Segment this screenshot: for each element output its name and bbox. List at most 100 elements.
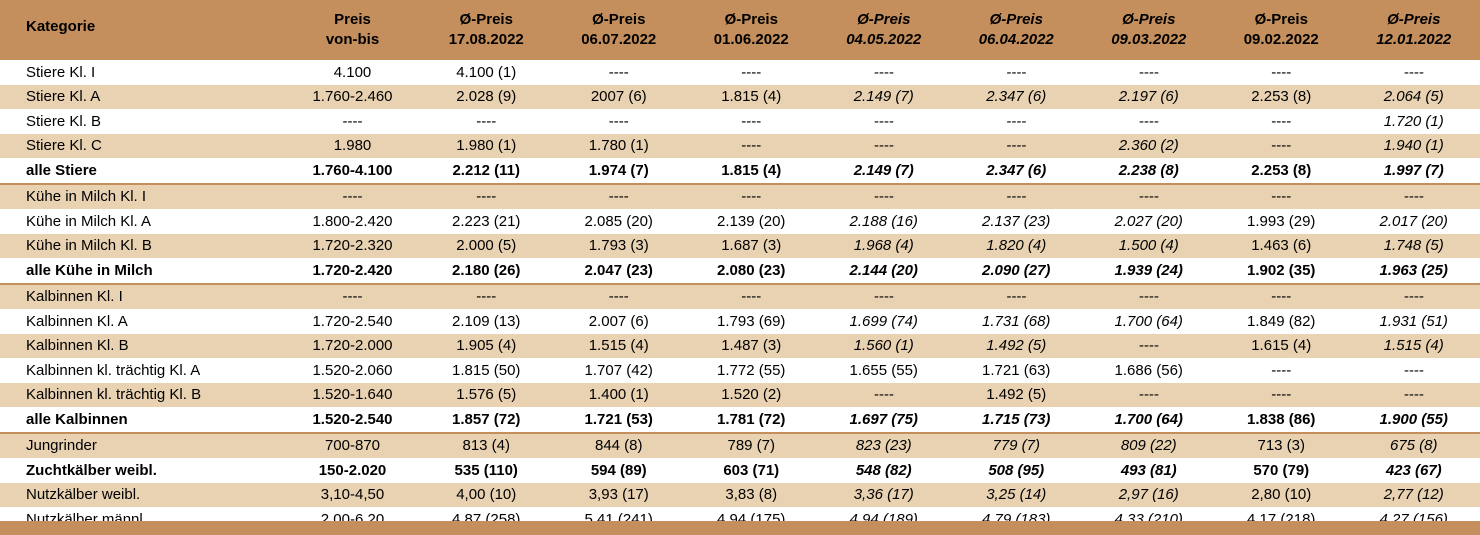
- table-cell: ----: [1347, 60, 1480, 85]
- table-cell: ----: [1215, 358, 1348, 383]
- table-cell: 1.721 (53): [552, 407, 685, 433]
- table-cell: 1.520-2.060: [285, 358, 420, 383]
- table-cell: ----: [817, 282, 950, 309]
- header-line: Ø-Preis: [1387, 11, 1441, 28]
- table-cell: 3,10-4,50: [285, 482, 420, 507]
- table-row-total: alle Stiere 1.760-4.100 2.212 (11) 1.974 (7…: [0, 158, 1480, 184]
- table-cell: 3,36 (17): [817, 482, 950, 507]
- table-cell: 1.793 (3): [552, 233, 685, 258]
- table-row: Kalbinnen Kl. I ---- ---- ---- ---- ---- ---- -…: [0, 282, 1480, 309]
- table-cell: 423 (67): [1347, 458, 1480, 483]
- table-cell: 1.515 (4): [1347, 333, 1480, 358]
- row-label: Kühe in Milch Kl. B: [0, 233, 285, 258]
- table-cell: 2.090 (27): [950, 258, 1083, 284]
- table-cell: ----: [1215, 109, 1348, 134]
- table-row-total: Zuchtkälber weibl. 150-2.020 535 (110) 594 …: [0, 458, 1480, 483]
- table-cell: 779 (7): [950, 431, 1083, 458]
- table-cell: 1.968 (4): [817, 233, 950, 258]
- header-line: Ø-Preis: [459, 11, 513, 28]
- header-col-9: Ø-Preis 12.01.2022: [1347, 0, 1480, 60]
- table-cell: 2,97 (16): [1082, 482, 1215, 507]
- table-cell: 3,25 (14): [950, 482, 1083, 507]
- header-line: 01.06.2022: [713, 31, 789, 48]
- table-cell: ----: [285, 282, 420, 309]
- table-cell: 2,80 (10): [1215, 482, 1348, 507]
- header-line: 17.08.2022: [448, 31, 524, 48]
- row-label: Kalbinnen kl. trächtig Kl. A: [0, 358, 285, 383]
- table-cell: 2.188 (16): [817, 209, 950, 234]
- table-cell: ----: [685, 133, 818, 158]
- header-col-6: Ø-Preis 06.04.2022: [950, 0, 1083, 60]
- header-line: Ø-Preis: [1122, 11, 1176, 28]
- table-cell: 1.492 (5): [950, 333, 1083, 358]
- row-label: alle Stiere: [0, 158, 285, 184]
- table-row: Stiere Kl. C 1.980 1.980 (1) 1.780 (1) ---- -…: [0, 133, 1480, 158]
- table-cell: 2.085 (20): [552, 209, 685, 234]
- table-cell: 1.576 (5): [420, 382, 553, 407]
- table-cell: ----: [950, 282, 1083, 309]
- bottom-bar: [0, 521, 1480, 535]
- table-cell: ----: [1215, 282, 1348, 309]
- table-cell: 844 (8): [552, 431, 685, 458]
- row-label: Kalbinnen Kl. B: [0, 333, 285, 358]
- table-cell: 1.760-4.100: [285, 158, 420, 184]
- table-cell: 2.139 (20): [685, 209, 818, 234]
- table-cell: ----: [1082, 382, 1215, 407]
- table-cell: 1.492 (5): [950, 382, 1083, 407]
- table-cell: 2.347 (6): [950, 84, 1083, 109]
- table-cell: 1.902 (35): [1215, 258, 1348, 284]
- table-cell: ----: [817, 133, 950, 158]
- table-cell: 594 (89): [552, 458, 685, 483]
- table-cell: 1.760-2.460: [285, 84, 420, 109]
- table-cell: ----: [552, 109, 685, 134]
- table-cell: 713 (3): [1215, 431, 1348, 458]
- table-cell: 1.615 (4): [1215, 333, 1348, 358]
- table-cell: 1.900 (55): [1347, 407, 1480, 433]
- table-cell: 150-2.020: [285, 458, 420, 483]
- table-cell: 2.007 (6): [552, 309, 685, 334]
- table-cell: 1.820 (4): [950, 233, 1083, 258]
- table-cell: 603 (71): [685, 458, 818, 483]
- table-cell: ----: [1347, 282, 1480, 309]
- table-cell: 2.109 (13): [420, 309, 553, 334]
- table-cell: 1.520-1.640: [285, 382, 420, 407]
- table-cell: 2.137 (23): [950, 209, 1083, 234]
- header-line: Ø-Preis: [989, 11, 1043, 28]
- table-cell: 1.720-2.000: [285, 333, 420, 358]
- table-cell: 1.715 (73): [950, 407, 1083, 433]
- table-cell: 2,77 (12): [1347, 482, 1480, 507]
- table-cell: 1.487 (3): [685, 333, 818, 358]
- table-row: Kalbinnen Kl. A 1.720-2.540 2.109 (13) 2.00…: [0, 309, 1480, 334]
- table-cell: 1.463 (6): [1215, 233, 1348, 258]
- table-cell: 1.905 (4): [420, 333, 553, 358]
- table-cell: 1.520 (2): [685, 382, 818, 407]
- table-cell: 1.700 (64): [1082, 309, 1215, 334]
- table-cell: 1.700 (64): [1082, 407, 1215, 433]
- table-cell: 2.253 (8): [1215, 84, 1348, 109]
- table-cell: 2.027 (20): [1082, 209, 1215, 234]
- table-cell: 2.149 (7): [817, 158, 950, 184]
- table-cell: 1.772 (55): [685, 358, 818, 383]
- table-cell: 1.931 (51): [1347, 309, 1480, 334]
- row-label: Stiere Kl. I: [0, 60, 285, 85]
- table-cell: 1.721 (63): [950, 358, 1083, 383]
- table-cell: 1.780 (1): [552, 133, 685, 158]
- table-cell: 1.815 (4): [685, 84, 818, 109]
- header-row: Kategorie Preis von-bis Ø-Preis 17.08.2022 Ø-…: [0, 0, 1480, 60]
- header-line: Ø-Preis: [724, 11, 778, 28]
- header-line: von-bis: [325, 31, 380, 48]
- table-row: Kalbinnen kl. trächtig Kl. A 1.520-2.060 1…: [0, 358, 1480, 383]
- header-line: Ø-Preis: [857, 11, 911, 28]
- table-cell: 2007 (6): [552, 84, 685, 109]
- table-cell: 3,83 (8): [685, 482, 818, 507]
- table-cell: 2.347 (6): [950, 158, 1083, 184]
- header-col-2: Ø-Preis 17.08.2022: [420, 0, 553, 60]
- table-cell: ----: [817, 382, 950, 407]
- table-cell: ----: [1082, 60, 1215, 85]
- table-cell: ----: [950, 109, 1083, 134]
- table-cell: 1.720-2.320: [285, 233, 420, 258]
- header-line: Preis: [334, 11, 371, 28]
- table-cell: 1.699 (74): [817, 309, 950, 334]
- header-kategorie: Kategorie: [0, 0, 285, 60]
